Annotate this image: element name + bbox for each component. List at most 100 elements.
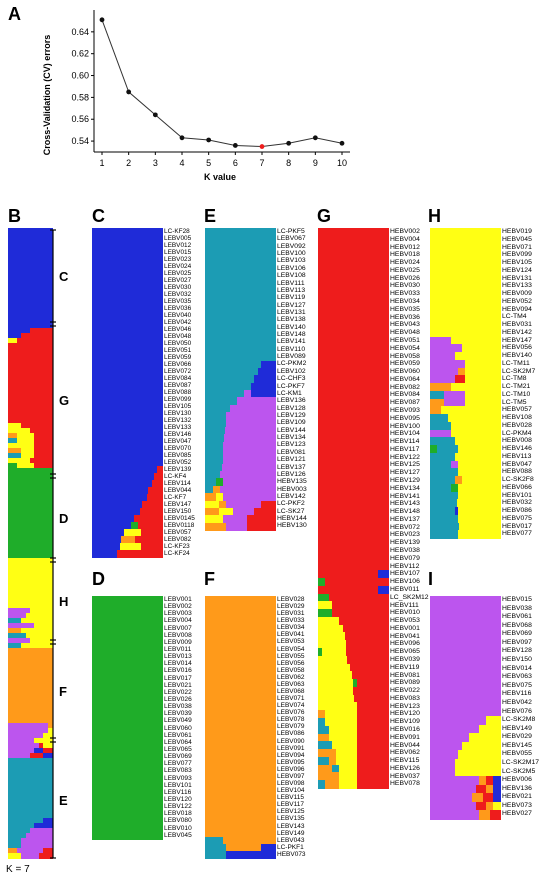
sample-id: LC-PKM2 <box>277 360 307 368</box>
ancestry-segment <box>92 312 163 320</box>
ancestry-segment <box>8 248 53 254</box>
sample-id: LC-SK2M7 <box>502 367 536 375</box>
sample-id: LEBV052 <box>164 459 192 466</box>
sample-id: LEBV028 <box>277 596 305 603</box>
data-point <box>312 135 318 141</box>
ancestry-segment <box>454 507 459 516</box>
ancestry-segment <box>454 437 501 446</box>
ancestry-segment <box>92 326 163 334</box>
sample-id: LEBV117 <box>277 801 304 809</box>
ancestry-segment <box>325 578 389 587</box>
sample-id: HEBV081 <box>390 671 420 679</box>
sample-id: LEBV036 <box>164 305 192 312</box>
ancestry-segment <box>461 476 501 485</box>
ancestry-segment <box>222 478 276 487</box>
ancestry-segment <box>205 375 255 384</box>
ancestry-segment <box>325 780 340 789</box>
sample-id: LC-KF4 <box>164 473 187 480</box>
ancestry-segment <box>468 733 501 743</box>
ancestry-segment <box>8 673 53 679</box>
ancestry-segment <box>92 767 163 776</box>
sample-id: LEBV072 <box>164 368 192 375</box>
sample-id: HEBV073 <box>277 850 306 858</box>
ancestry-segment <box>120 543 142 551</box>
ancestry-segment <box>92 696 163 704</box>
sample-id: LEBV079 <box>277 723 305 731</box>
ancestry-segment <box>30 828 53 834</box>
ancestry-segment <box>205 286 276 295</box>
ancestry-segment <box>8 433 18 439</box>
ancestry-segment <box>8 523 53 529</box>
ancestry-segment <box>226 500 262 509</box>
sample-id: LEBV102 <box>277 367 306 375</box>
ancestry-segment <box>318 321 389 330</box>
ancestry-segment <box>332 609 389 618</box>
ancestry-segment <box>92 389 163 397</box>
ancestry-segment <box>205 331 276 340</box>
sample-id: LEBV002 <box>164 603 192 611</box>
ancestry-segment <box>430 297 501 307</box>
ancestry-segment <box>92 263 163 271</box>
ancestry-segment <box>430 664 501 674</box>
ancestry-segment <box>92 710 163 719</box>
sample-id: LEBV122 <box>164 803 192 811</box>
ancestry-segment <box>8 258 53 264</box>
ancestry-segment <box>92 803 163 811</box>
sample-id: HEBV127 <box>390 469 420 477</box>
ancestry-segment <box>205 744 276 753</box>
sample-id: LEBV078 <box>277 716 305 724</box>
ancestry-segment <box>430 596 501 606</box>
ancestry-segment <box>30 428 53 434</box>
sample-id: LEBV125 <box>277 808 305 816</box>
ancestry-segment <box>430 491 459 500</box>
ancestry-segment <box>339 772 358 781</box>
sample-id: LEBV138 <box>277 316 306 324</box>
sample-id: HEBV016 <box>390 726 420 733</box>
sample-id: HEBV109 <box>390 718 420 726</box>
ancestry-segment <box>8 438 18 444</box>
ancestry-segment <box>92 277 163 285</box>
x-tick-label: 9 <box>313 158 318 168</box>
ancestry-segment <box>205 603 276 611</box>
ancestry-segment <box>222 515 248 524</box>
sample-id: HEBV091 <box>390 733 420 741</box>
ancestry-segment <box>92 333 163 341</box>
sample-id: LEBV012 <box>164 242 192 249</box>
ancestry-segment <box>8 398 53 404</box>
ancestry-segment <box>205 228 276 236</box>
ancestry-segment <box>92 522 132 530</box>
sample-id: HEBV147 <box>502 336 532 344</box>
sample-id: LEBV081 <box>277 448 306 456</box>
ancestry-segment <box>318 453 389 462</box>
ancestry-segment <box>318 671 353 680</box>
sample-id: HEBV002 <box>390 228 420 235</box>
ancestry-segment <box>247 515 276 524</box>
panel-letter-e: E <box>204 206 217 226</box>
ancestry-segment <box>8 318 53 324</box>
ancestry-segment <box>8 828 31 834</box>
sample-id: LC-KF7 <box>164 494 187 501</box>
ancestry-segment <box>318 360 389 369</box>
sample-id: HEBV128 <box>502 647 532 655</box>
sample-id: LC-CHF3 <box>277 375 306 383</box>
ancestry-segment <box>92 256 163 264</box>
sample-id: LC-TM21 <box>502 383 531 390</box>
sample-id: LEBV085 <box>164 452 192 459</box>
ancestry-segment <box>224 426 276 435</box>
ancestry-segment <box>318 492 389 501</box>
sample-id: HEBV079 <box>390 554 420 562</box>
ancestry-segment <box>430 274 501 283</box>
ancestry-segment <box>30 328 53 334</box>
sample-id: LEBV083 <box>164 767 192 775</box>
ancestry-segment <box>318 508 389 517</box>
sample-list-c: LC-KF28 LEBV005 LEBV012 LEBV015 LEBV023 LEBV0… <box>164 228 195 557</box>
ancestry-segment <box>8 518 53 524</box>
ancestry-segment <box>205 441 224 450</box>
ancestry-segment <box>16 433 35 439</box>
group-label: H <box>59 594 68 609</box>
sample-id: LEBV119 <box>277 294 306 302</box>
ancestry-segment <box>92 249 163 257</box>
ancestry-segment <box>43 733 53 739</box>
ancestry-segment <box>430 344 463 353</box>
ancestry-segment <box>349 663 389 672</box>
